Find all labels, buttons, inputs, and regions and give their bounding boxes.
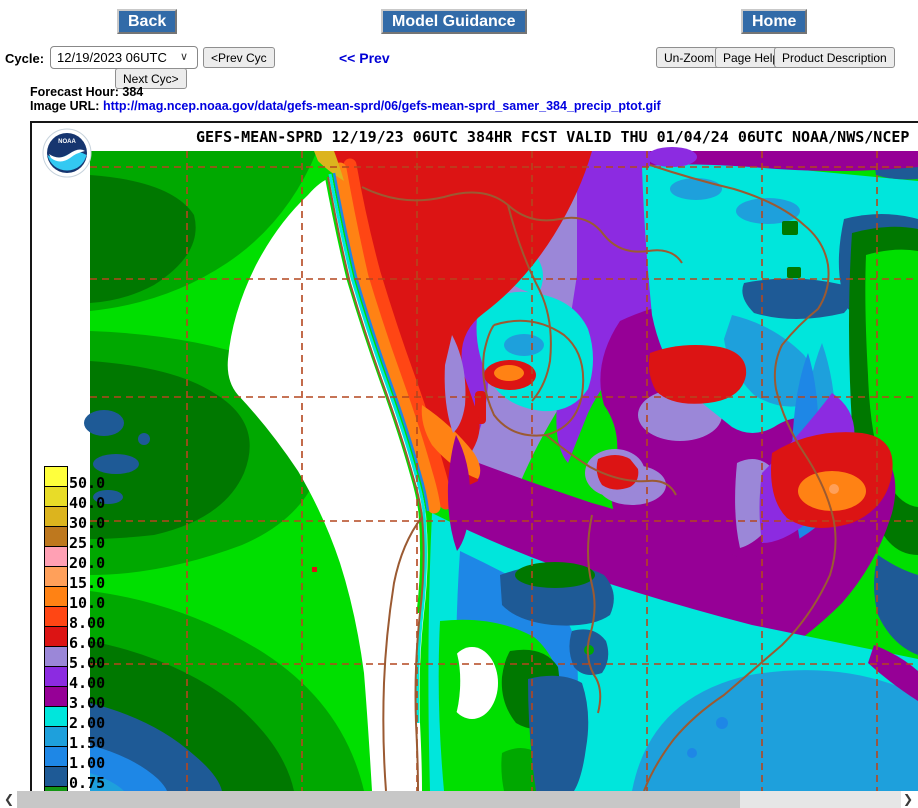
legend-color-cell (45, 667, 67, 687)
legend-color-cell (45, 547, 67, 567)
image-url-label: Image URL: (30, 99, 100, 113)
back-button[interactable]: Back (117, 9, 178, 34)
forecast-map-image[interactable]: GEFS-MEAN-SPRD 12/19/23 06UTC 384HR FCST… (30, 121, 918, 792)
legend-color-cell (45, 727, 67, 747)
precip-map-svg[interactable] (32, 123, 918, 791)
country-border-lines (327, 164, 837, 791)
next-cycle-button[interactable]: Next Cyc> (115, 68, 187, 89)
map-title: GEFS-MEAN-SPRD 12/19/23 06UTC 384HR FCST… (196, 128, 910, 146)
cycle-select[interactable]: 12/19/2023 06UTC (50, 46, 198, 69)
legend-bar (44, 466, 68, 792)
svg-text:NOAA: NOAA (58, 139, 76, 145)
model-guidance-button[interactable]: Model Guidance (381, 9, 527, 34)
prev-cycle-button[interactable]: <Prev Cyc (203, 47, 275, 68)
forecast-hour-label: Forecast Hour: (30, 85, 119, 99)
scrollbar-thumb[interactable] (17, 791, 740, 808)
forecast-hour-line: Forecast Hour: 384 (30, 85, 143, 99)
legend-color-cell (45, 487, 67, 507)
page-help-button[interactable]: Page Help (715, 47, 788, 68)
cycle-label: Cycle: (5, 51, 45, 66)
legend-color-cell (45, 647, 67, 667)
legend-color-cell (45, 767, 67, 787)
legend-color-cell (45, 707, 67, 727)
latlon-grid-lines (90, 151, 918, 791)
legend-color-cell (45, 687, 67, 707)
forecast-hour-value: 384 (122, 85, 144, 99)
legend-color-cell (45, 467, 67, 487)
legend-color-cell (45, 747, 67, 767)
home-button[interactable]: Home (741, 9, 808, 34)
scroll-left-arrow-icon[interactable]: ❮ (4, 792, 15, 806)
legend-color-cell (45, 627, 67, 647)
legend-color-cell (45, 607, 67, 627)
precip-field (84, 147, 918, 791)
unzoom-button[interactable]: Un-Zoom (656, 47, 723, 68)
legend-color-cell (45, 567, 67, 587)
prev-forecast-link[interactable]: << Prev (339, 50, 390, 66)
product-description-button[interactable]: Product Description (774, 47, 895, 68)
scroll-right-arrow-icon[interactable]: ❯ (903, 792, 914, 806)
noaa-logo-icon: NOAA (42, 128, 92, 178)
horizontal-scrollbar[interactable]: ❮ ❯ (0, 791, 918, 808)
legend-color-cell (45, 587, 67, 607)
image-url-link[interactable]: http://mag.ncep.noaa.gov/data/gefs-mean-… (102, 99, 661, 113)
legend-color-cell (45, 507, 67, 527)
image-url-line: Image URL: http://mag.ncep.noaa.gov/data… (30, 99, 661, 113)
legend-color-cell (45, 787, 67, 792)
legend-color-cell (45, 527, 67, 547)
